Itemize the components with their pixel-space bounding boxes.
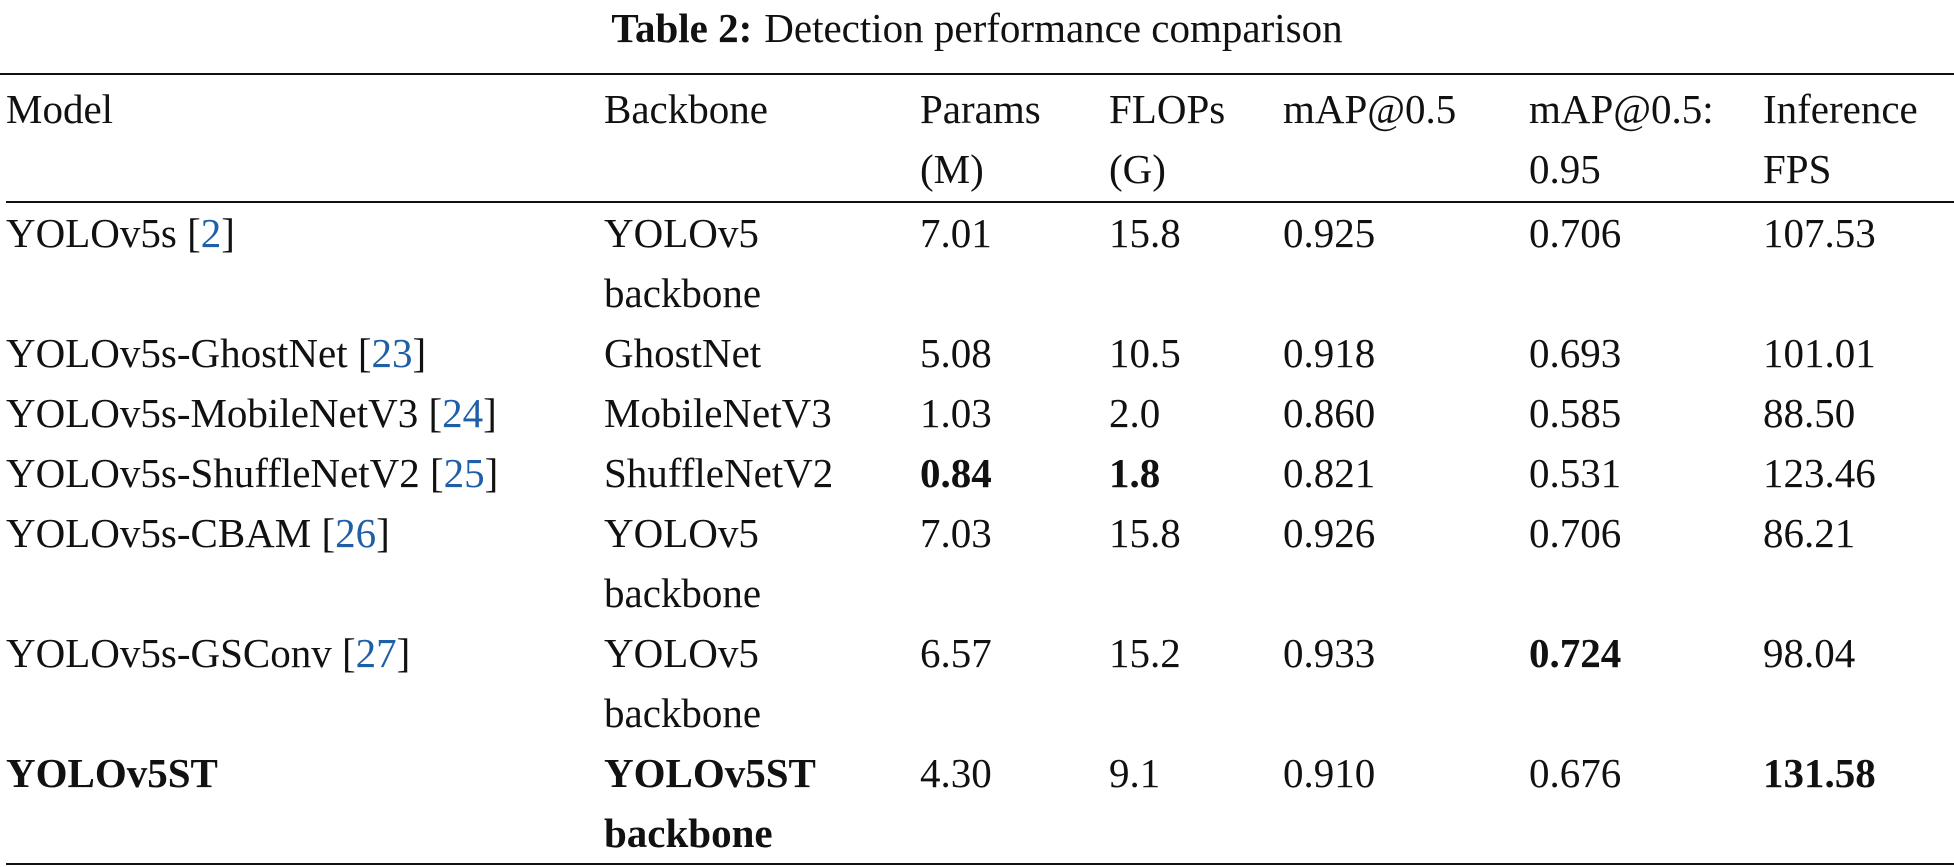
table-cell: YOLOv5s-GhostNet [23] <box>6 323 604 383</box>
cell-text: ] <box>396 630 411 676</box>
table-row: YOLOv5s-ShuffleNetV2 [25] ShuffleNetV2 0.8… <box>6 443 1954 503</box>
cell-text: YOLOv5s-GSConv [ <box>6 630 356 676</box>
table-cell: GhostNet <box>604 330 762 376</box>
header-cell: Inference FPS <box>1763 75 1954 203</box>
table-cell: 7.01 <box>920 210 992 256</box>
table-cell: YOLOv5s-MobileNetV3 [24] <box>6 383 604 443</box>
table-row: YOLOv5s-MobileNetV3 [24] MobileNetV3 1.03 2… <box>6 383 1954 443</box>
table-row: YOLOv5s [2] YOLOv5 backbone 7.01 15.8 0.925 0… <box>6 202 1954 323</box>
table-cell: 131.58 <box>1763 743 1954 865</box>
table-cell: 15.8 <box>1109 510 1181 556</box>
header-cell: Model <box>6 75 604 203</box>
table-cell: 0.925 <box>1283 210 1376 256</box>
table-cell: 4.30 <box>920 743 1109 865</box>
table-cell: YOLOv5 backbone <box>604 630 762 736</box>
table-caption: Table 2: Detection performance comparison <box>0 0 1954 75</box>
citation-link[interactable]: 26 <box>335 510 377 556</box>
table-cell: 0.706 <box>1529 210 1622 256</box>
table-cell: ShuffleNetV2 <box>604 450 834 496</box>
table-cell: 1.03 <box>920 390 992 436</box>
table-cell: 0.821 <box>1283 450 1376 496</box>
cell-text: 131.58 <box>1763 750 1876 796</box>
table-cell: 0.918 <box>1283 330 1376 376</box>
cell-text: ] <box>484 450 499 496</box>
cell-text: ] <box>221 210 235 256</box>
table-cell: 0.860 <box>1283 390 1376 436</box>
table-cell: 7.03 <box>920 510 992 556</box>
table-cell: 1.8 <box>1109 443 1283 503</box>
header-row: Model Backbone Params (M) FLOPs (G) mAP@0.5 m… <box>6 75 1954 203</box>
table-cell: 0.585 <box>1529 390 1622 436</box>
header-cell: FLOPs (G) <box>1109 75 1283 203</box>
cell-text: YOLOv5s-GhostNet [ <box>6 330 372 376</box>
cell-text: YOLOv5s-MobileNetV3 [ <box>6 390 443 436</box>
table-cell: 101.01 <box>1763 330 1876 376</box>
results-table: Model Backbone Params (M) FLOPs (G) mAP@0.5 m… <box>6 75 1954 865</box>
table-cell: 0.926 <box>1283 510 1376 556</box>
table-cell: 0.693 <box>1529 330 1622 376</box>
table-cell: 9.1 <box>1109 743 1283 865</box>
table-cell: YOLOv5ST backbone <box>604 743 920 865</box>
table-cell: 0.531 <box>1529 450 1622 496</box>
cell-text: YOLOv5s [ <box>6 210 201 256</box>
table-cell: 2.0 <box>1109 390 1161 436</box>
header-cell: Params (M) <box>920 75 1109 203</box>
table-cell: 98.04 <box>1763 630 1856 676</box>
citation-link[interactable]: 23 <box>371 330 413 376</box>
citation-link[interactable]: 27 <box>355 630 397 676</box>
table-cell: 0.676 <box>1529 743 1763 865</box>
header-cell: mAP@0.5 <box>1283 75 1529 203</box>
table-cell: YOLOv5s-CBAM [26] <box>6 503 604 623</box>
caption-label: Table 2: <box>611 5 753 51</box>
header-cell: mAP@0.5: 0.95 <box>1529 75 1763 203</box>
table-cell: 10.5 <box>1109 330 1181 376</box>
table-cell: YOLOv5ST <box>6 743 604 865</box>
table-cell: 107.53 <box>1763 210 1876 256</box>
cell-text: ] <box>376 510 390 556</box>
citation-link[interactable]: 24 <box>442 390 484 436</box>
table-cell: 15.2 <box>1109 630 1181 676</box>
cell-text: 1.8 <box>1109 450 1161 496</box>
table-header: Model Backbone Params (M) FLOPs (G) mAP@0.5 m… <box>6 75 1954 203</box>
header-cell: Backbone <box>604 75 920 203</box>
cell-text: YOLOv5s-ShuffleNetV2 [ <box>6 450 444 496</box>
table-cell: 5.08 <box>920 330 992 376</box>
cell-text: 0.84 <box>920 450 992 496</box>
table-cell: MobileNetV3 <box>604 390 832 436</box>
table-cell: 123.46 <box>1763 450 1876 496</box>
cell-text: ] <box>483 390 497 436</box>
table-cell: 88.50 <box>1763 390 1856 436</box>
cell-text: YOLOv5ST <box>6 750 218 796</box>
table-cell: 0.724 <box>1529 623 1763 743</box>
table-row: YOLOv5s-CBAM [26] YOLOv5 backbone 7.03 15.8… <box>6 503 1954 623</box>
cell-text: ] <box>412 330 427 376</box>
table-row: YOLOv5ST YOLOv5ST backbone 4.30 9.1 0.910 0.6… <box>6 743 1954 865</box>
table-cell: YOLOv5s [2] <box>6 202 604 323</box>
cell-text: 0.724 <box>1529 630 1622 676</box>
table-cell: 15.8 <box>1109 210 1181 256</box>
table-body: YOLOv5s [2] YOLOv5 backbone 7.01 15.8 0.925 0… <box>6 202 1954 865</box>
table-cell: YOLOv5s-ShuffleNetV2 [25] <box>6 443 604 503</box>
table-cell: YOLOv5 backbone <box>604 210 762 316</box>
cell-text: YOLOv5s-CBAM [ <box>6 510 336 556</box>
table-cell: 0.706 <box>1529 510 1622 556</box>
cell-text: YOLOv5ST backbone <box>604 750 816 856</box>
table-row: YOLOv5s-GSConv [27] YOLOv5 backbone 6.57 15… <box>6 623 1954 743</box>
table-cell: YOLOv5 backbone <box>604 510 762 616</box>
caption-text: Detection performance comparison <box>764 5 1343 51</box>
table-cell: 0.84 <box>920 443 1109 503</box>
table-cell: YOLOv5s-GSConv [27] <box>6 623 604 743</box>
table-cell: 0.933 <box>1283 630 1376 676</box>
table-cell: 86.21 <box>1763 510 1856 556</box>
citation-link[interactable]: 25 <box>443 450 485 496</box>
citation-link[interactable]: 2 <box>200 210 222 256</box>
table-cell: 0.910 <box>1283 743 1529 865</box>
table-cell: 6.57 <box>920 630 992 676</box>
table-row: YOLOv5s-GhostNet [23] GhostNet 5.08 10.5 0.9… <box>6 323 1954 383</box>
